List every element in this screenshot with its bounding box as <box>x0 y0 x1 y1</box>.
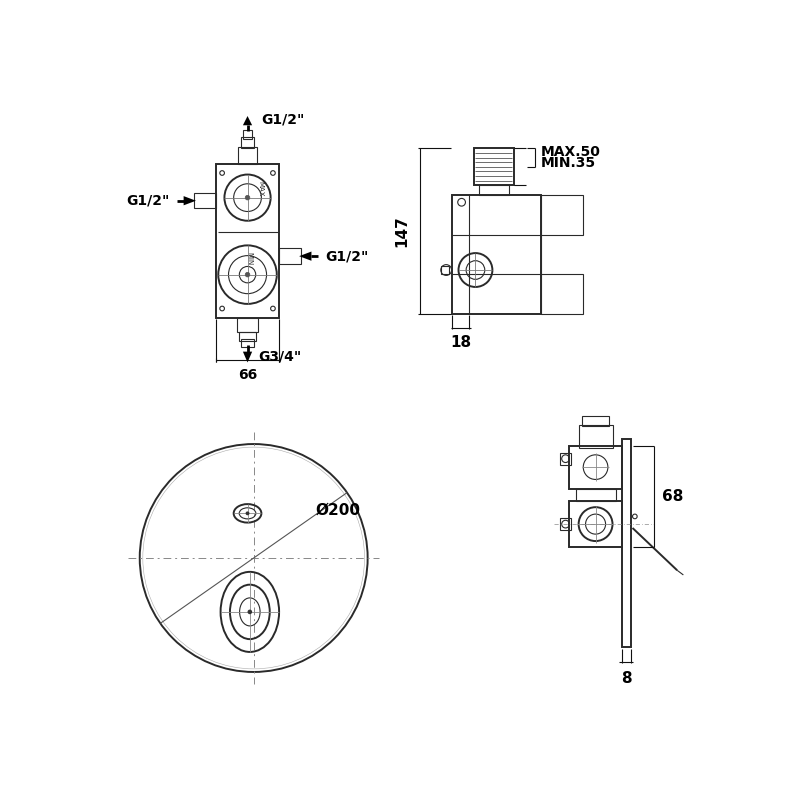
Text: MAX: MAX <box>258 181 263 196</box>
Text: 8: 8 <box>621 671 632 686</box>
Bar <box>441 266 449 274</box>
Bar <box>570 446 622 489</box>
Bar <box>622 438 631 646</box>
Bar <box>560 453 571 465</box>
Bar <box>575 489 615 501</box>
Polygon shape <box>243 352 252 362</box>
Text: MIN.35: MIN.35 <box>541 156 596 170</box>
Text: G3/4": G3/4" <box>258 350 302 363</box>
Text: G1/2": G1/2" <box>126 194 170 208</box>
Text: Ø200: Ø200 <box>316 502 361 518</box>
Text: 147: 147 <box>394 215 410 247</box>
Circle shape <box>246 195 250 200</box>
Bar <box>238 147 257 164</box>
Bar <box>243 130 252 139</box>
Bar <box>241 339 254 347</box>
Bar <box>194 193 216 209</box>
Bar <box>474 148 514 186</box>
Text: MIN: MIN <box>247 252 253 265</box>
Bar <box>570 501 622 547</box>
Polygon shape <box>299 251 311 261</box>
Circle shape <box>246 272 250 277</box>
Text: MAX.50: MAX.50 <box>541 146 601 159</box>
Bar <box>452 194 541 314</box>
Polygon shape <box>184 196 196 206</box>
Text: 68: 68 <box>662 490 683 504</box>
Text: 18: 18 <box>450 335 471 350</box>
Bar <box>541 274 583 314</box>
Bar <box>279 249 301 264</box>
Circle shape <box>246 511 250 515</box>
Bar <box>237 318 258 332</box>
Text: G1/2": G1/2" <box>262 113 305 127</box>
Polygon shape <box>243 116 252 126</box>
Bar <box>241 137 254 148</box>
Bar <box>216 164 279 318</box>
Bar <box>239 332 256 341</box>
Circle shape <box>247 610 252 614</box>
Bar <box>560 518 571 530</box>
Text: 66: 66 <box>238 368 257 382</box>
Bar <box>541 194 583 234</box>
Bar <box>478 186 510 194</box>
Text: G1/2": G1/2" <box>326 249 369 263</box>
Bar <box>578 425 613 448</box>
Bar <box>582 415 610 426</box>
